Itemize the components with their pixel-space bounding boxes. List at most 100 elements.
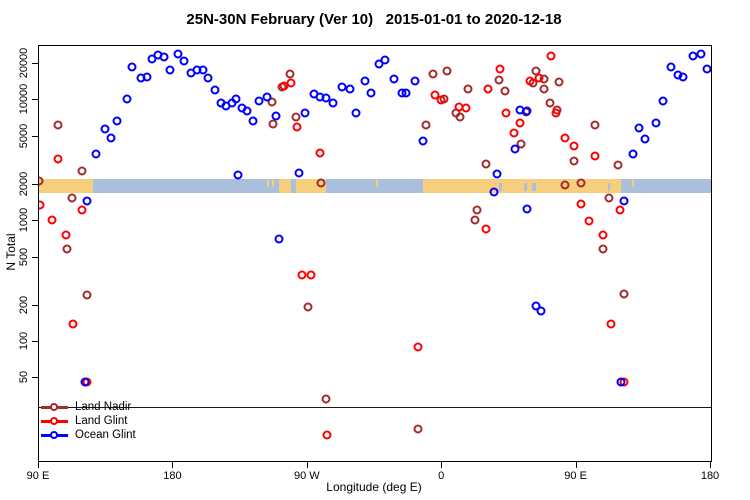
x-tick-mark [306, 462, 308, 468]
y-tick-label: 5000 [18, 123, 30, 148]
data-point-ocean-glint [616, 377, 626, 387]
data-point-land-glint [501, 108, 511, 118]
data-point-ocean-glint [360, 76, 370, 85]
data-point-land-nadir [569, 156, 579, 166]
map-band-land-speck [631, 180, 634, 188]
data-point-ocean-glint [489, 187, 499, 197]
data-point-land-nadir [303, 302, 313, 312]
legend-row: Ocean Glint [41, 428, 136, 442]
map-band-ocean-speck [524, 182, 528, 192]
data-point-ocean-glint [142, 72, 152, 82]
legend: Land Nadir Land Glint Ocean Glint [41, 400, 136, 442]
data-point-ocean-glint [127, 62, 137, 72]
legend-label: Land Nadir [75, 401, 132, 413]
data-point-ocean-glint [173, 49, 183, 59]
data-point-ocean-glint [702, 64, 711, 74]
data-point-ocean-glint [231, 94, 241, 104]
x-tick-label: 90 W [293, 470, 320, 482]
y-tick-mark [32, 256, 38, 258]
data-point-ocean-glint [198, 65, 208, 75]
data-point-ocean-glint [203, 73, 213, 83]
data-point-ocean-glint [418, 136, 428, 146]
y-tick-mark [32, 62, 38, 64]
data-point-land-glint [569, 141, 579, 151]
x-tick-label: 0 [438, 470, 445, 482]
data-point-land-glint [430, 90, 440, 100]
data-point-land-nadir [604, 193, 614, 203]
map-band-land-segment [279, 178, 292, 193]
x-tick-mark [710, 462, 711, 468]
data-point-ocean-glint [640, 134, 650, 144]
map-band-ocean-speck [607, 182, 610, 192]
data-point-ocean-glint [100, 124, 110, 134]
legend-marker [41, 402, 68, 412]
data-point-land-nadir [267, 97, 277, 107]
data-point-ocean-glint [159, 52, 169, 62]
data-point-land-glint [551, 108, 561, 118]
legend-marker-circle-icon [50, 416, 58, 425]
plot-area [38, 45, 712, 462]
data-point-land-nadir [500, 86, 510, 96]
data-point-ocean-glint [696, 49, 706, 59]
data-point-land-nadir [62, 244, 72, 254]
data-point-land-nadir [285, 69, 295, 79]
data-point-ocean-glint [262, 92, 272, 102]
data-point-ocean-glint [122, 94, 132, 104]
y-tick-mark [32, 377, 38, 379]
data-point-ocean-glint [666, 62, 676, 72]
legend-label: Ocean Glint [75, 429, 136, 441]
data-point-land-nadir [67, 193, 77, 203]
data-point-land-glint [515, 118, 525, 128]
map-band-land-speck [376, 180, 379, 188]
y-tick-mark [32, 183, 38, 185]
legend-marker [41, 430, 68, 440]
data-point-ocean-glint [522, 204, 532, 214]
data-point-ocean-glint [242, 106, 252, 116]
legend-marker-circle-icon [50, 402, 58, 411]
data-point-land-nadir [472, 205, 482, 215]
map-band-ocean-speck [531, 182, 537, 192]
data-point-ocean-glint [522, 106, 532, 116]
data-point-ocean-glint [254, 96, 264, 106]
x-axis-title: Longitude (deg E) [326, 480, 422, 494]
data-point-land-glint [47, 215, 57, 225]
data-point-land-nadir [421, 120, 431, 130]
y-tick-mark [32, 304, 38, 306]
y-tick-mark [32, 99, 38, 101]
y-tick-label: 10000 [18, 84, 30, 115]
x-tick-mark [575, 462, 577, 468]
data-point-land-glint [576, 199, 586, 209]
data-point-land-glint [461, 103, 471, 113]
data-point-land-nadir [539, 84, 549, 94]
data-point-land-glint [546, 51, 556, 61]
legend-marker [41, 416, 68, 426]
legend-marker-circle-icon [50, 430, 58, 439]
data-point-land-glint [598, 230, 608, 240]
data-point-ocean-glint [91, 149, 101, 159]
data-point-land-glint [495, 64, 505, 74]
data-point-land-nadir [470, 215, 480, 225]
data-point-land-nadir [268, 119, 278, 129]
data-point-land-nadir [516, 139, 526, 149]
y-tick-label: 200 [18, 295, 30, 314]
data-point-land-nadir [494, 75, 504, 85]
legend-label: Land Glint [75, 415, 128, 427]
data-point-ocean-glint [619, 196, 629, 206]
data-point-ocean-glint [179, 56, 189, 66]
data-point-land-nadir [321, 394, 331, 404]
data-point-ocean-glint [294, 168, 304, 178]
data-point-land-glint [53, 154, 63, 164]
data-point-land-glint [481, 224, 490, 234]
x-tick-mark [172, 462, 174, 468]
data-point-land-nadir [545, 98, 555, 108]
data-point-ocean-glint [233, 170, 243, 180]
y-axis-title: N Total [4, 233, 18, 271]
data-point-land-nadir [463, 84, 473, 94]
map-band-ocean-segment [92, 178, 280, 193]
data-point-ocean-glint [634, 123, 644, 133]
data-point-ocean-glint [106, 133, 116, 143]
data-point-ocean-glint [658, 96, 668, 106]
data-point-land-nadir [481, 159, 490, 169]
data-point-ocean-glint [210, 85, 220, 95]
